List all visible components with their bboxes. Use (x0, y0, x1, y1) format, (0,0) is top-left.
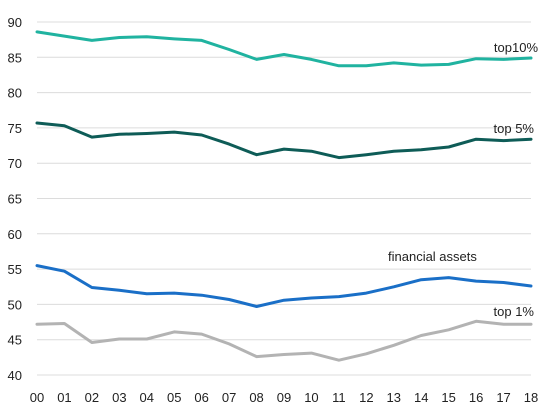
x-tick-label-14: 14 (414, 390, 428, 405)
x-tick-label-03: 03 (112, 390, 126, 405)
series-label-top-5: top 5% (494, 121, 535, 136)
series-line-top10 (35, 30, 533, 68)
x-tick-label-12: 12 (359, 390, 373, 405)
series-line-top-5 (35, 121, 533, 160)
series-lines (35, 30, 533, 362)
x-tick-label-17: 17 (496, 390, 510, 405)
x-tick-label-11: 11 (332, 390, 346, 405)
series-labels: top10% top 5% financial assets top 1% (388, 40, 538, 319)
series-label-financial-assets: financial assets (388, 249, 477, 264)
x-tick-label-02: 02 (85, 390, 99, 405)
x-axis-tick-labels: 00 01 02 03 04 05 06 07 08 09 10 11 12 13 14 15 16 17 18 (30, 390, 538, 405)
y-tick-label-45: 45 (8, 333, 22, 348)
x-tick-label-08: 08 (249, 390, 263, 405)
x-tick-label-04: 04 (140, 390, 154, 405)
series-line-financial-assets (35, 264, 533, 308)
x-tick-label-06: 06 (194, 390, 208, 405)
x-tick-label-10: 10 (304, 390, 318, 405)
x-tick-label-16: 16 (469, 390, 483, 405)
y-tick-label-40: 40 (8, 368, 22, 383)
y-tick-label-90: 90 (8, 15, 22, 30)
y-tick-label-55: 55 (8, 262, 22, 277)
x-tick-label-07: 07 (222, 390, 236, 405)
y-tick-label-65: 65 (8, 192, 22, 207)
x-tick-label-05: 05 (167, 390, 181, 405)
gridlines (37, 21, 531, 376)
x-tick-label-01: 01 (57, 390, 71, 405)
y-tick-label-60: 60 (8, 227, 22, 242)
x-tick-label-13: 13 (387, 390, 401, 405)
y-tick-label-70: 70 (8, 156, 22, 171)
series-label-top-1: top 1% (494, 304, 535, 319)
y-tick-label-75: 75 (8, 121, 22, 136)
x-tick-label-15: 15 (441, 390, 455, 405)
x-tick-label-18: 18 (524, 390, 538, 405)
x-tick-label-09: 09 (277, 390, 291, 405)
series-line-top-1 (35, 319, 533, 362)
y-axis-tick-labels: 40 45 50 55 60 65 70 75 80 85 90 (8, 15, 22, 383)
y-tick-label-80: 80 (8, 86, 22, 101)
series-label-top10: top10% (494, 40, 539, 55)
y-tick-label-50: 50 (8, 297, 22, 312)
x-tick-label-00: 00 (30, 390, 44, 405)
y-tick-label-85: 85 (8, 50, 22, 65)
